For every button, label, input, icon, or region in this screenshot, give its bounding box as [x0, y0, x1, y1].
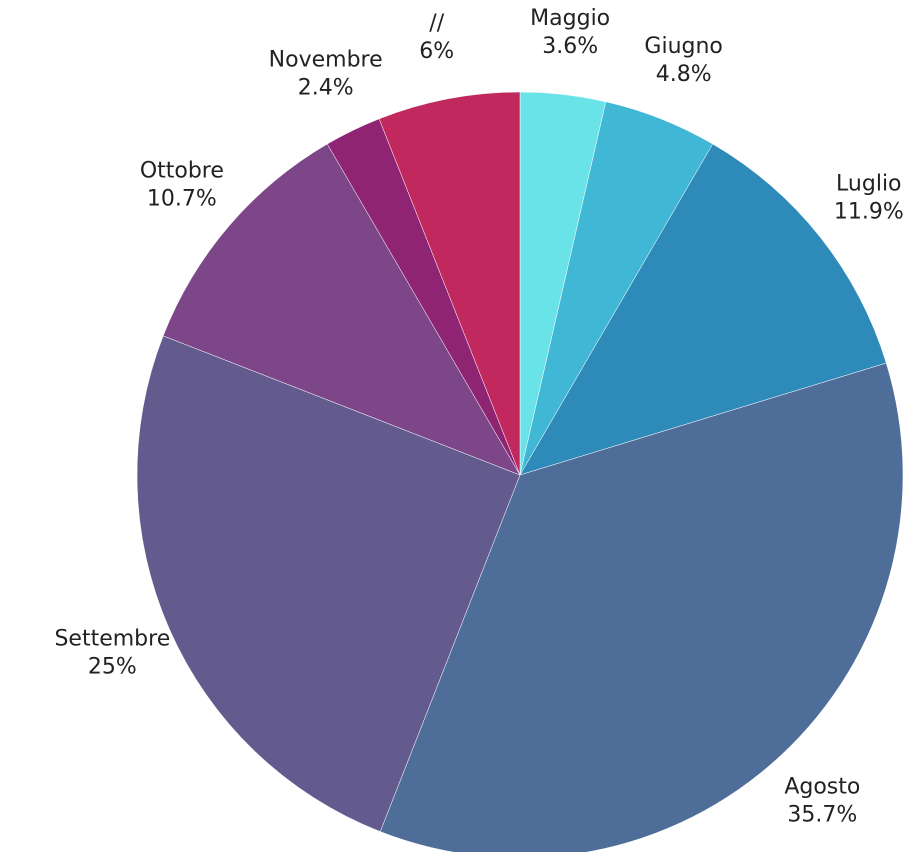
- pie-slice: [379, 362, 904, 852]
- slice-label: Luglio: [836, 172, 901, 197]
- slice-label: Maggio: [530, 6, 610, 31]
- pie-slice: [162, 143, 521, 476]
- slice-value-label: 4.8%: [656, 62, 712, 87]
- pie-slice: [519, 143, 887, 476]
- slice-label: //: [429, 11, 444, 36]
- slice-value-label: 35.7%: [787, 803, 857, 828]
- slice-label: Ottobre: [140, 159, 224, 184]
- pie-slice: [136, 335, 521, 832]
- slice-value-label: 3.6%: [542, 34, 598, 59]
- slice-label: Settembre: [54, 626, 170, 651]
- pie-slice: [378, 91, 521, 476]
- slice-value-label: 25%: [88, 654, 137, 679]
- slice-value-label: 11.9%: [834, 200, 904, 225]
- slice-value-label: 2.4%: [298, 76, 354, 101]
- slice-label: Giugno: [644, 34, 722, 59]
- slice-value-label: 6%: [419, 39, 454, 64]
- slice-value-label: 10.7%: [147, 187, 217, 212]
- slice-label: Agosto: [784, 775, 860, 800]
- slice-label: Novembre: [269, 48, 383, 73]
